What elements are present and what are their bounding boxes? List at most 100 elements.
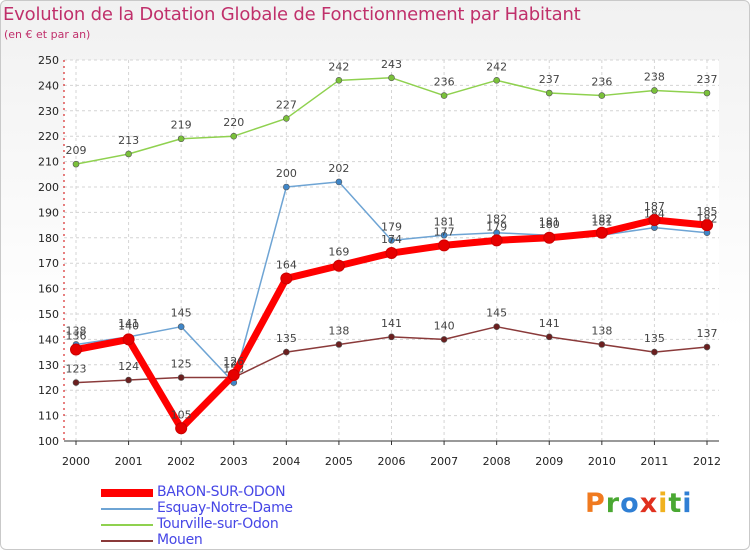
x-tick-label: 2002 xyxy=(167,455,195,468)
y-tick-label: 120 xyxy=(38,384,59,397)
data-label-mouen: 140 xyxy=(434,319,455,332)
data-point-mouen xyxy=(651,348,658,356)
data-label-baron-sur-odon: 180 xyxy=(539,218,560,231)
data-point-tourville-sur-odon xyxy=(545,89,553,97)
legend-swatch xyxy=(101,524,153,526)
logo-letter: P xyxy=(585,488,606,519)
data-point-tourville-sur-odon xyxy=(651,87,658,94)
legend-label: Tourville-sur-Odon xyxy=(157,516,279,532)
y-tick-label: 100 xyxy=(38,435,59,448)
y-tick-label: 130 xyxy=(38,359,59,372)
data-label-mouen: 123 xyxy=(66,363,87,376)
legend-label: BARON-SUR-ODON xyxy=(157,484,286,500)
data-label-mouen: 145 xyxy=(486,307,507,320)
data-label-esquay-notre-dame: 181 xyxy=(591,215,612,228)
data-label-mouen: 125 xyxy=(171,358,192,371)
data-label-baron-sur-odon: 105 xyxy=(171,408,192,421)
data-label-baron-sur-odon: 174 xyxy=(381,233,402,246)
logo-letter: t xyxy=(668,488,683,519)
data-label-mouen: 135 xyxy=(644,332,665,345)
chart-title: Evolution de la Dotation Globale de Fonc… xyxy=(3,4,581,25)
data-point-tourville-sur-odon xyxy=(230,132,238,140)
x-tick-label: 2009 xyxy=(535,455,563,468)
x-tick-label: 2000 xyxy=(62,455,90,468)
data-label-tourville-sur-odon: 243 xyxy=(381,58,402,71)
data-point-mouen xyxy=(703,343,711,351)
data-point-mouen xyxy=(493,323,500,331)
data-point-baron-sur-odon xyxy=(543,231,556,244)
legend-label: Esquay-Notre-Dame xyxy=(157,500,293,516)
data-point-tourville-sur-odon xyxy=(125,150,132,158)
data-label-tourville-sur-odon: 242 xyxy=(328,60,349,73)
x-tick-label: 2006 xyxy=(378,455,406,468)
x-tick-label: 2005 xyxy=(325,455,353,468)
y-tick-label: 110 xyxy=(38,410,59,423)
x-tick-label: 2007 xyxy=(430,455,458,468)
legend-swatch xyxy=(101,540,153,542)
data-point-baron-sur-odon xyxy=(70,343,82,356)
data-label-tourville-sur-odon: 242 xyxy=(486,60,507,73)
data-label-mouen: 137 xyxy=(697,327,718,340)
y-tick-label: 250 xyxy=(38,54,59,67)
x-tick-label: 2003 xyxy=(220,455,248,468)
logo-letter: i xyxy=(682,488,693,519)
data-point-tourville-sur-odon xyxy=(598,92,606,99)
data-label-baron-sur-odon: 185 xyxy=(697,205,718,218)
x-tick-label: 2010 xyxy=(588,455,616,468)
data-point-baron-sur-odon xyxy=(385,247,398,260)
data-point-baron-sur-odon xyxy=(122,333,135,346)
x-tick-label: 2001 xyxy=(115,455,143,468)
y-tick-label: 150 xyxy=(38,308,59,321)
data-point-tourville-sur-odon xyxy=(177,135,185,143)
data-label-mouen: 124 xyxy=(118,360,139,373)
logo-letter: x xyxy=(639,488,659,519)
data-label-mouen: 135 xyxy=(276,332,297,345)
y-tick-label: 160 xyxy=(38,283,59,296)
chart-subtitle: (en € et par an) xyxy=(4,28,91,41)
legend-label: Mouen xyxy=(157,532,203,548)
x-tick-label: 2011 xyxy=(640,455,668,468)
data-label-tourville-sur-odon: 209 xyxy=(66,144,87,157)
legend-swatch xyxy=(101,489,153,497)
data-label-esquay-notre-dame: 138 xyxy=(66,324,87,337)
data-point-mouen xyxy=(177,374,185,381)
data-label-baron-sur-odon: 126 xyxy=(223,355,244,368)
data-label-mouen: 141 xyxy=(381,317,402,330)
y-tick-label: 200 xyxy=(38,181,59,194)
data-label-baron-sur-odon: 169 xyxy=(328,246,349,259)
data-label-baron-sur-odon: 179 xyxy=(486,220,507,233)
data-label-esquay-notre-dame: 182 xyxy=(486,213,507,226)
data-label-esquay-notre-dame: 202 xyxy=(328,162,349,175)
data-point-baron-sur-odon xyxy=(701,219,713,232)
data-label-tourville-sur-odon: 213 xyxy=(118,134,139,147)
y-tick-label: 220 xyxy=(38,130,59,143)
data-label-tourville-sur-odon: 236 xyxy=(591,76,612,89)
y-tick-label: 140 xyxy=(38,333,59,346)
data-label-esquay-notre-dame: 200 xyxy=(276,167,297,180)
data-point-mouen xyxy=(388,333,395,341)
y-tick-label: 170 xyxy=(38,257,59,270)
logo-letter: i xyxy=(658,488,669,519)
data-point-esquay-notre-dame xyxy=(335,178,343,186)
y-tick-label: 230 xyxy=(38,105,59,118)
data-point-tourville-sur-odon xyxy=(493,77,500,84)
data-label-baron-sur-odon: 177 xyxy=(434,225,455,238)
data-point-baron-sur-odon xyxy=(175,422,188,435)
data-label-tourville-sur-odon: 236 xyxy=(434,76,455,89)
data-point-mouen xyxy=(72,379,80,386)
data-point-mouen xyxy=(598,341,606,348)
logo-letter: o xyxy=(620,488,640,519)
data-point-tourville-sur-odon xyxy=(440,92,448,99)
data-label-tourville-sur-odon: 220 xyxy=(223,116,244,129)
y-tick-label: 240 xyxy=(38,79,59,92)
data-point-mouen xyxy=(125,376,132,384)
data-label-baron-sur-odon: 187 xyxy=(644,200,665,213)
data-label-mouen: 138 xyxy=(591,324,612,337)
data-point-baron-sur-odon xyxy=(438,239,451,252)
data-label-baron-sur-odon: 164 xyxy=(276,258,297,271)
data-label-tourville-sur-odon: 238 xyxy=(644,70,665,83)
data-label-baron-sur-odon: 140 xyxy=(118,319,139,332)
data-label-tourville-sur-odon: 227 xyxy=(276,98,297,111)
data-label-esquay-notre-dame: 141 xyxy=(118,317,139,330)
